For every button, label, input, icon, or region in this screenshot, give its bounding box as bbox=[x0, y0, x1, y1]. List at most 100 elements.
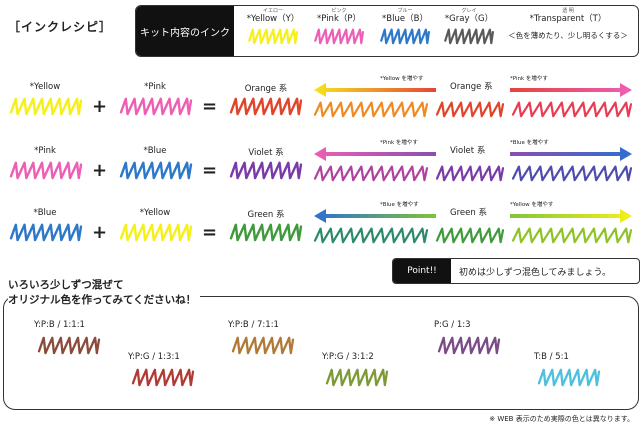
ink-name: *Blue（B） bbox=[382, 14, 428, 24]
ink-a-label: *Pink bbox=[34, 146, 56, 156]
right-arrow-label: *Pink を増やす bbox=[510, 76, 548, 82]
shade-right-swatch bbox=[511, 165, 633, 182]
equals-sign: = bbox=[202, 160, 218, 181]
result-swatch bbox=[229, 223, 303, 242]
result-swatch bbox=[229, 161, 303, 180]
mix-swatch bbox=[537, 368, 601, 387]
point-label: Point!! bbox=[393, 259, 451, 283]
ink-a-label: *Blue bbox=[33, 208, 57, 218]
plus-sign: + bbox=[92, 96, 108, 117]
left-arrow bbox=[314, 147, 436, 161]
shade-left-swatch bbox=[313, 165, 429, 182]
ink-b-swatch bbox=[119, 161, 193, 180]
left-arrow-label: *Pink を増やす bbox=[380, 140, 418, 146]
ink-name: *Pink（P） bbox=[317, 14, 361, 24]
shade-mid-swatch bbox=[435, 227, 505, 244]
legend-ink-blue: ブルー *Blue（B） bbox=[372, 8, 438, 52]
mix-ratio: Y:P:G / 3:1:2 bbox=[322, 352, 374, 362]
mix-swatch bbox=[325, 368, 389, 387]
gradient-arrows bbox=[314, 209, 632, 223]
mix-swatch bbox=[37, 336, 101, 355]
left-arrow-label: *Yellow を増やす bbox=[380, 76, 424, 82]
mix-sample: Y:P:B / 1:1:1 bbox=[34, 320, 102, 361]
mix-swatch bbox=[231, 336, 295, 355]
mix-title: いろいろ少しずつ混ぜて オリジナル色を作ってみてくださいね！ bbox=[8, 278, 201, 308]
plus-sign: + bbox=[92, 222, 108, 243]
gradient-arrows bbox=[314, 147, 632, 161]
mix-sample: T:B / 5:1 bbox=[534, 352, 602, 393]
result-family-label: Orange 系 bbox=[448, 80, 495, 92]
shade-mid-swatch bbox=[435, 165, 505, 182]
right-arrow bbox=[510, 83, 632, 97]
shade-left-swatch bbox=[313, 227, 429, 244]
mix-ratio: T:B / 5:1 bbox=[534, 352, 569, 362]
section-title: ［インクレシピ］ bbox=[8, 20, 113, 34]
point-text: 初めは少しずつ混色してみましょう。 bbox=[459, 268, 612, 278]
mix-title-line-2: オリジナル色を作ってみてくださいね！ bbox=[8, 294, 197, 306]
ink-kana: イエロー bbox=[263, 8, 283, 14]
mix-sample: Y:P:B / 7:1:1 bbox=[228, 320, 296, 361]
gradient-arrows bbox=[314, 83, 632, 97]
ink-a-swatch bbox=[9, 97, 83, 116]
legend-ink-pink: ピンク *Pink（P） bbox=[306, 8, 372, 52]
ink-b-label: *Blue bbox=[143, 146, 167, 156]
left-arrow bbox=[314, 83, 436, 97]
ink-a-swatch bbox=[9, 223, 83, 242]
ink-swatch bbox=[313, 28, 365, 45]
ink-b-swatch bbox=[119, 97, 193, 116]
result-label: Orange 系 bbox=[244, 84, 288, 94]
mix-sample: P:G / 1:3 bbox=[434, 320, 502, 361]
equals-sign: = bbox=[202, 96, 218, 117]
left-arrow-label: *Blue を増やす bbox=[380, 202, 419, 208]
footnote: ※ WEB 表示のため実際の色とは異なります。 bbox=[489, 415, 634, 423]
result-label: Green 系 bbox=[247, 210, 285, 220]
legend-ink-yellow: イエロー *Yellow（Y） bbox=[240, 8, 306, 52]
ink-kana: ピンク bbox=[331, 8, 347, 14]
mix-ratio: Y:P:G / 1:3:1 bbox=[128, 352, 180, 362]
ink-swatch bbox=[247, 28, 299, 45]
right-arrow-label: *Yellow を増やす bbox=[510, 202, 554, 208]
mix-sample: Y:P:G / 1:3:1 bbox=[128, 352, 196, 393]
right-arrow bbox=[510, 209, 632, 223]
ink-b-label: *Yellow bbox=[139, 208, 171, 218]
result-label: Violet 系 bbox=[248, 148, 284, 158]
equals-sign: = bbox=[202, 222, 218, 243]
result-family-label: Green 系 bbox=[448, 206, 489, 218]
mix-title-line-1: いろいろ少しずつ混ぜて bbox=[8, 279, 124, 291]
legend-header: キット内容のインク bbox=[136, 6, 234, 56]
mix-ratio: Y:P:B / 1:1:1 bbox=[34, 320, 85, 330]
mix-sample: Y:P:G / 3:1:2 bbox=[322, 352, 390, 393]
ink-b-label: *Pink bbox=[144, 82, 166, 92]
ink-kana: ブルー bbox=[397, 8, 413, 14]
transparent-note: ＜色を薄めたり、少し明るくする＞ bbox=[508, 31, 628, 40]
right-arrow-label: *Blue を増やす bbox=[510, 140, 549, 146]
ink-swatch bbox=[379, 28, 431, 45]
plus-sign: + bbox=[92, 160, 108, 181]
legend-ink-transparent: 透 明 *Transparent（T） ＜色を薄めたり、少し明るくする＞ bbox=[500, 8, 636, 41]
ink-name: *Gray（G） bbox=[444, 14, 494, 24]
mix-swatch bbox=[131, 368, 195, 387]
ink-legend: キット内容のインク イエロー *Yellow（Y） ピンク *Pink（P） ブ… bbox=[135, 5, 639, 57]
point-box: Point!! 初めは少しずつ混色してみましょう。 bbox=[392, 258, 640, 284]
shade-mid-swatch bbox=[435, 101, 505, 118]
ink-b-swatch bbox=[119, 223, 193, 242]
ink-a-label: *Yellow bbox=[29, 82, 61, 92]
shade-left-swatch bbox=[313, 101, 429, 118]
mix-box bbox=[3, 296, 639, 410]
result-family-label: Violet 系 bbox=[448, 144, 488, 156]
mix-ratio: Y:P:B / 7:1:1 bbox=[228, 320, 279, 330]
ink-a-swatch bbox=[9, 161, 83, 180]
right-arrow bbox=[510, 147, 632, 161]
shade-right-swatch bbox=[511, 227, 633, 244]
mix-swatch bbox=[437, 336, 501, 355]
ink-kana: 透 明 bbox=[562, 8, 574, 14]
ink-name: *Transparent（T） bbox=[529, 14, 607, 24]
ink-name: *Yellow（Y） bbox=[246, 14, 300, 24]
shade-right-swatch bbox=[511, 101, 633, 118]
left-arrow bbox=[314, 209, 436, 223]
legend-ink-gray: グレイ *Gray（G） bbox=[436, 8, 502, 52]
ink-swatch bbox=[443, 28, 495, 45]
mix-ratio: P:G / 1:3 bbox=[434, 320, 471, 330]
ink-kana: グレイ bbox=[461, 8, 477, 14]
result-swatch bbox=[229, 97, 303, 116]
